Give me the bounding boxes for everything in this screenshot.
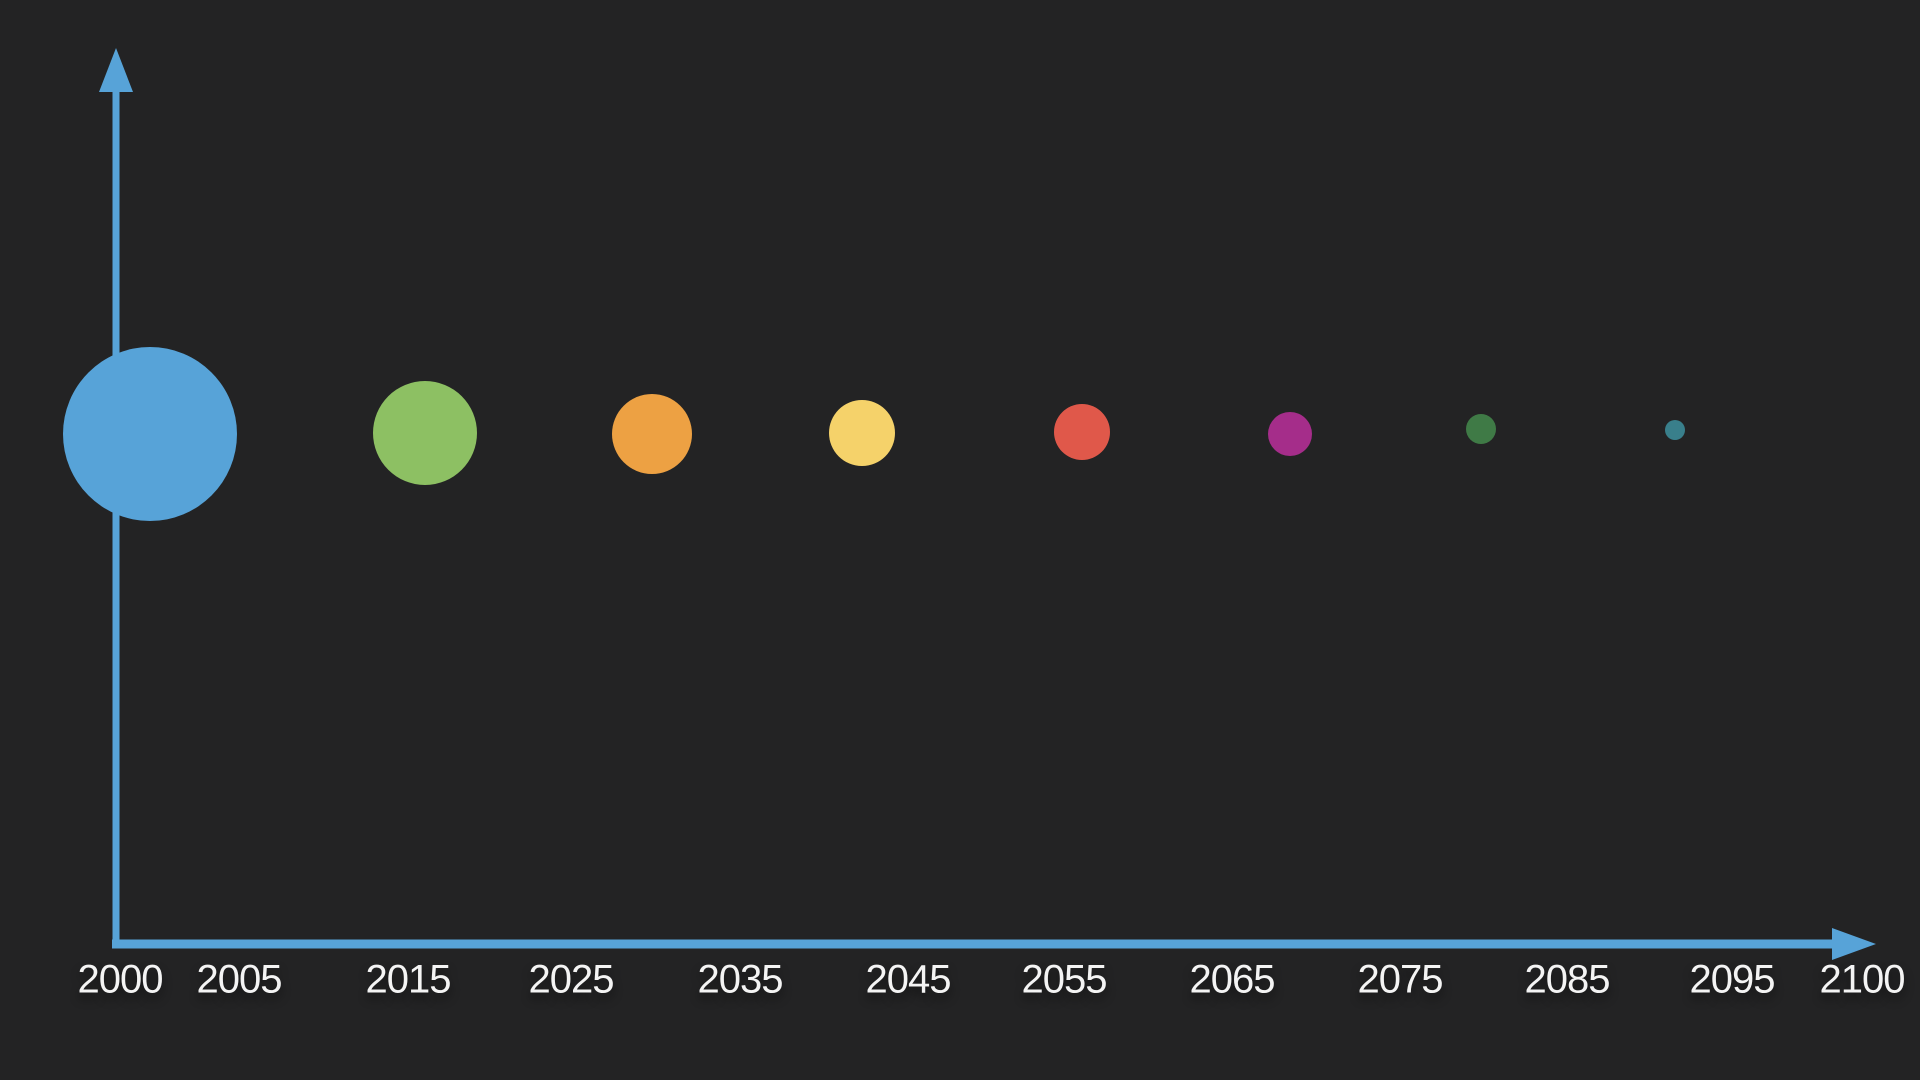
bubble-2080 bbox=[1466, 414, 1496, 444]
bubble-2068 bbox=[1268, 412, 1312, 456]
bubble-2016 bbox=[373, 381, 477, 485]
y-axis-line bbox=[112, 86, 120, 947]
bubble-2042 bbox=[829, 400, 895, 466]
bubble-2056 bbox=[1054, 404, 1110, 460]
bubble-2091 bbox=[1665, 420, 1685, 440]
bubble-2000 bbox=[63, 347, 237, 521]
bubble-2030 bbox=[612, 394, 692, 474]
x-axis-line bbox=[112, 939, 1834, 949]
y-axis-arrowhead-icon bbox=[99, 48, 133, 92]
x-axis-arrowhead-icon bbox=[1832, 928, 1876, 960]
